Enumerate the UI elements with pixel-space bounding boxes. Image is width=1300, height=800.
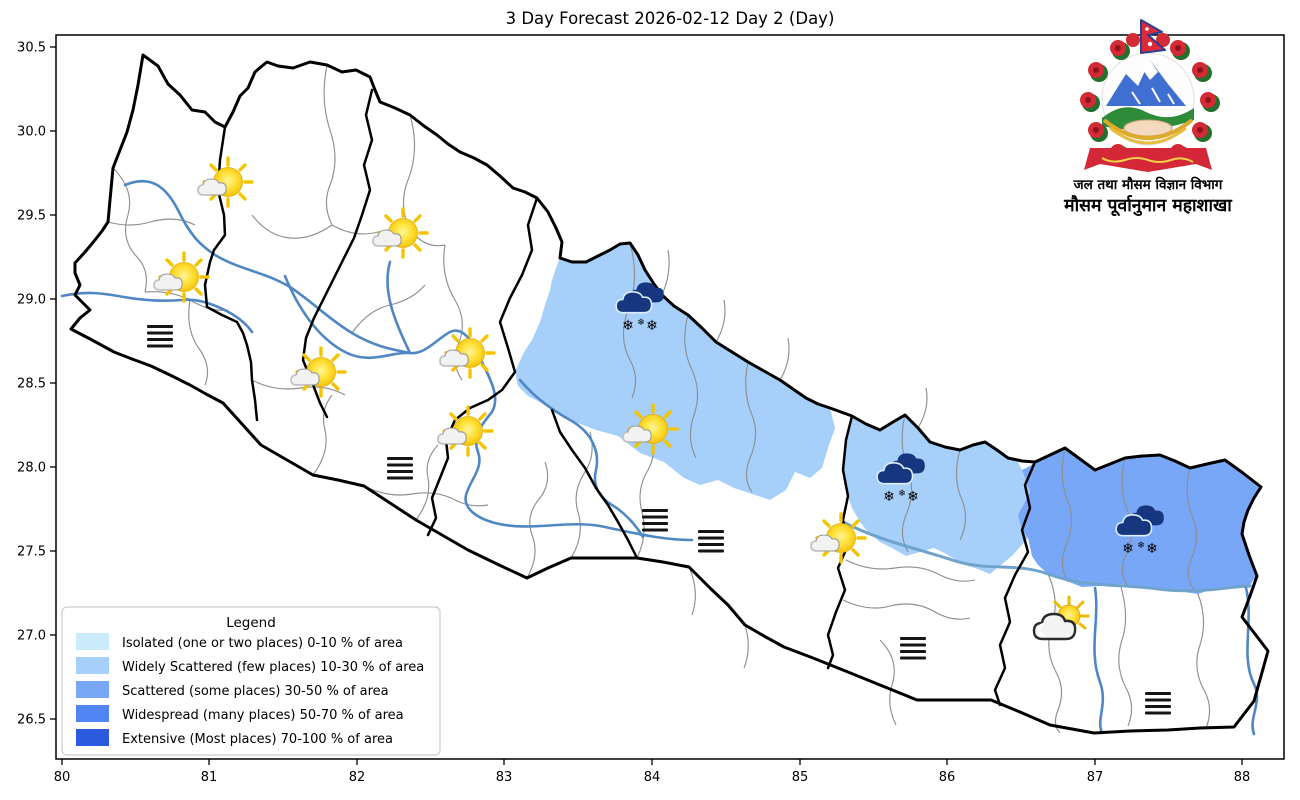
x-tick-label: 83 bbox=[496, 770, 513, 785]
legend-item: Scattered (some places) 30-50 % of area bbox=[76, 681, 389, 699]
legend-title: Legend bbox=[226, 615, 276, 631]
mountain-icon bbox=[1106, 60, 1186, 106]
y-tick-label: 29.5 bbox=[17, 209, 46, 224]
x-tick-label: 82 bbox=[349, 770, 366, 785]
plot-border bbox=[55, 34, 1285, 760]
y-tick-label: 26.5 bbox=[17, 713, 46, 728]
legend-swatch bbox=[76, 729, 109, 746]
x-axis: 80 81 82 83 84 85 86 87 88 bbox=[54, 759, 1251, 785]
legend-swatch bbox=[76, 705, 109, 722]
x-tick-label: 86 bbox=[939, 770, 956, 785]
y-tick-label: 28.5 bbox=[17, 377, 46, 392]
legend-label: Isolated (one or two places) 0-10 % of a… bbox=[122, 636, 403, 651]
legend-item: Widespread (many places) 50-70 % of area bbox=[76, 705, 404, 723]
y-tick-label: 27.0 bbox=[17, 629, 46, 644]
logo-text-line2: मौसम पूर्वानुमान महाशाखा bbox=[1063, 194, 1233, 217]
legend-label: Scattered (some places) 30-50 % of area bbox=[122, 684, 389, 699]
legend-swatch bbox=[76, 633, 109, 650]
legend-swatch bbox=[76, 657, 109, 674]
x-tick-label: 85 bbox=[792, 770, 809, 785]
rivers bbox=[60, 179, 1259, 736]
x-tick-label: 88 bbox=[1234, 770, 1251, 785]
x-tick-label: 84 bbox=[644, 770, 661, 785]
legend-swatch bbox=[76, 681, 109, 698]
y-tick-label: 30.5 bbox=[17, 41, 46, 56]
legend-item: Widely Scattered (few places) 10-30 % of… bbox=[76, 657, 424, 675]
x-tick-label: 87 bbox=[1087, 770, 1104, 785]
y-tick-label: 30.0 bbox=[17, 125, 46, 140]
y-tick-label: 29.0 bbox=[17, 293, 46, 308]
y-axis: 30.5 30.0 29.5 29.0 28.5 28.0 27.5 27.0 … bbox=[17, 41, 56, 728]
region-east-mid bbox=[843, 415, 1030, 574]
x-tick-label: 80 bbox=[54, 770, 71, 785]
legend-label: Widely Scattered (few places) 10-30 % of… bbox=[122, 660, 424, 675]
legend-label: Widespread (many places) 50-70 % of area bbox=[122, 708, 404, 723]
logo-text-line1: जल तथा मौसम विज्ञान विभाग bbox=[1073, 176, 1224, 193]
nepal-outline bbox=[69, 53, 1270, 735]
y-tick-label: 28.0 bbox=[17, 461, 46, 476]
legend-box bbox=[61, 606, 441, 756]
dhm-logo: जल तथा मौसम विज्ञान विभाग मौसम पूर्वानुम… bbox=[1063, 19, 1233, 217]
chart-title: 3 Day Forecast 2026-02-12 Day 2 (Day) bbox=[506, 9, 835, 28]
x-tick-label: 81 bbox=[201, 770, 218, 785]
hills-icon bbox=[1102, 107, 1194, 130]
logo-emblem bbox=[1080, 19, 1220, 172]
legend-item: Isolated (one or two places) 0-10 % of a… bbox=[76, 633, 403, 651]
legend-label: Extensive (Most places) 70-100 % of area bbox=[122, 732, 393, 747]
y-tick-label: 27.5 bbox=[17, 545, 46, 560]
legend-item: Extensive (Most places) 70-100 % of area bbox=[76, 729, 393, 747]
legend: Legend Isolated (one or two places) 0-10… bbox=[61, 606, 441, 756]
